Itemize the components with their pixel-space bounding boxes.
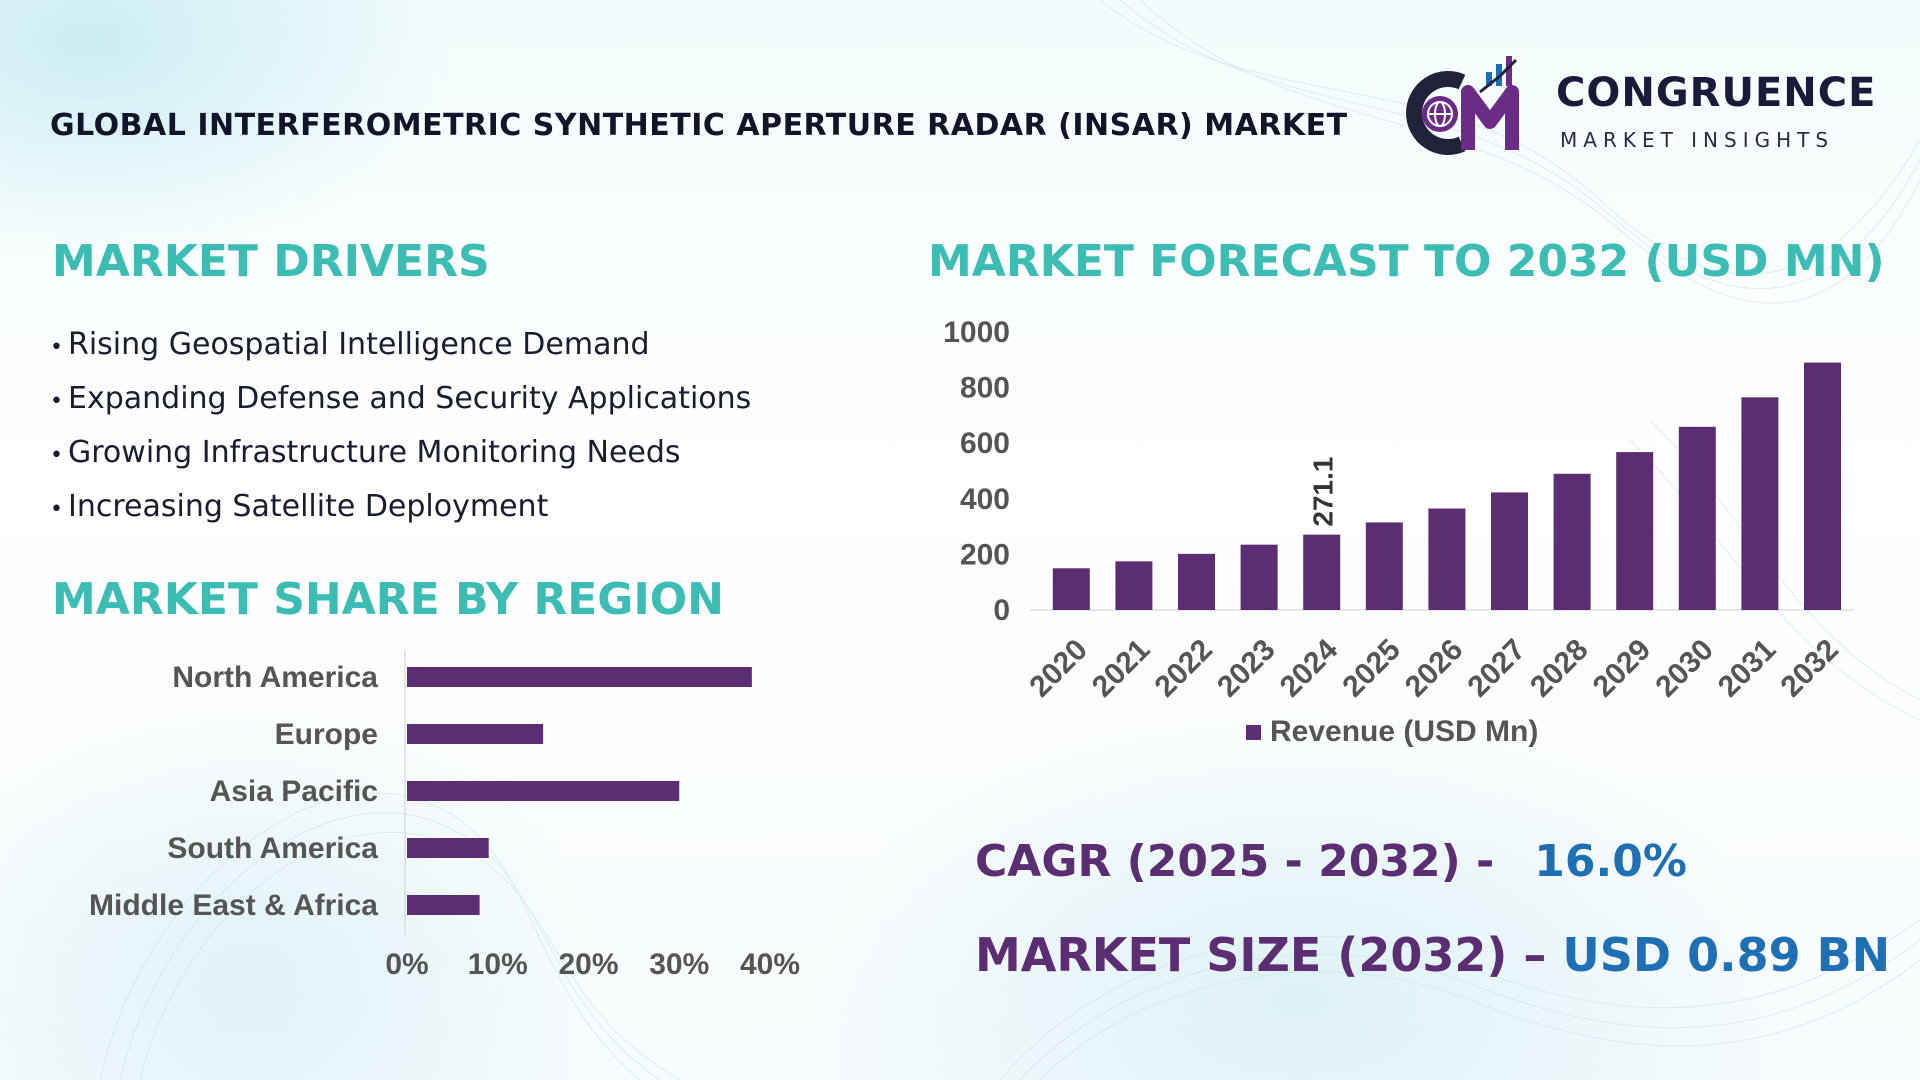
- bar: [1178, 553, 1215, 610]
- bar: [407, 895, 480, 915]
- legend-swatch: [1246, 725, 1261, 740]
- bar: [1365, 522, 1403, 610]
- logo-tagline: MARKET INSIGHTS: [1560, 128, 1835, 152]
- category-label: South America: [167, 832, 378, 865]
- bar: [1240, 544, 1278, 610]
- cagr-label: CAGR (2025 - 2032) -: [975, 836, 1495, 887]
- driver-item: • Growing Infrastructure Monitoring Needs: [50, 430, 751, 484]
- x-tick-label: 2020: [1023, 633, 1094, 704]
- category-label: Asia Pacific: [210, 775, 378, 808]
- bar: [1491, 492, 1528, 610]
- bar: [407, 838, 489, 858]
- x-tick-label: 2029: [1587, 633, 1658, 704]
- bar: [1052, 568, 1090, 610]
- x-tick-label: 2021: [1086, 633, 1157, 704]
- drivers-list: • Rising Geospatial Intelligence Demand •…: [50, 322, 751, 538]
- bar: [407, 667, 752, 687]
- y-tick-label: 400: [960, 483, 1010, 516]
- drivers-heading: MARKET DRIVERS: [52, 236, 490, 287]
- driver-text: Expanding Defense and Security Applicati…: [68, 381, 752, 416]
- driver-text: Rising Geospatial Intelligence Demand: [68, 327, 650, 362]
- driver-item: • Increasing Satellite Deployment: [50, 484, 751, 538]
- x-tick-label: 2031: [1712, 633, 1783, 704]
- market-size-value: USD 0.89 BN: [1562, 928, 1891, 982]
- bar: [1428, 508, 1466, 610]
- logo-name: CONGRUENCE: [1556, 70, 1877, 116]
- bullet: •: [50, 443, 63, 468]
- x-tick-label: 30%: [649, 948, 709, 981]
- cagr-stat: CAGR (2025 - 2032) - 16.0%: [975, 836, 1687, 887]
- x-tick-label: 20%: [558, 948, 618, 981]
- x-tick-label: 2032: [1775, 633, 1846, 704]
- bullet: •: [50, 389, 63, 414]
- x-tick-label: 2027: [1462, 633, 1533, 704]
- bar: [1616, 452, 1654, 610]
- driver-item: • Rising Geospatial Intelligence Demand: [50, 322, 751, 376]
- x-tick-label: 2025: [1336, 633, 1407, 704]
- y-tick-label: 1000: [943, 316, 1010, 349]
- x-tick-label: 2023: [1211, 633, 1282, 704]
- logo-mark-icon: [1406, 56, 1519, 155]
- cagr-value: 16.0%: [1534, 836, 1687, 887]
- data-label: 271.1: [1308, 457, 1339, 527]
- region-share-chart: North America Europe Asia Pacific South Ame…: [0, 640, 860, 1005]
- category-label: Middle East & Africa: [89, 889, 378, 922]
- bullet: •: [50, 335, 63, 360]
- market-size-stat: MARKET SIZE (2032) – USD 0.89 BN: [975, 928, 1890, 982]
- brand-logo: CONGRUENCE MARKET INSIGHTS: [1400, 52, 1875, 162]
- x-tick-label: 2022: [1149, 633, 1220, 704]
- bar: [407, 724, 544, 744]
- bar: [1553, 473, 1591, 610]
- driver-text: Increasing Satellite Deployment: [68, 489, 549, 524]
- y-tick-label: 800: [960, 372, 1010, 405]
- region-heading: MARKET SHARE BY REGION: [52, 574, 724, 625]
- driver-text: Growing Infrastructure Monitoring Needs: [68, 435, 681, 470]
- bar: [1804, 362, 1841, 610]
- bar: [1678, 426, 1716, 610]
- bar: [1115, 561, 1153, 610]
- x-tick-label: 40%: [740, 948, 800, 981]
- x-tick-label: 2030: [1649, 633, 1720, 704]
- forecast-chart: 0 200 400 600 800 1000 2020 2021 2022 2023 2024 271…: [900, 300, 1900, 775]
- bullet: •: [50, 497, 63, 522]
- category-label: Europe: [275, 718, 378, 751]
- x-tick-label: 10%: [468, 948, 528, 981]
- driver-item: • Expanding Defense and Security Applicat…: [50, 376, 751, 430]
- x-tick-label: 2024: [1274, 633, 1345, 704]
- forecast-heading: MARKET FORECAST TO 2032 (USD MN): [928, 236, 1885, 287]
- region-chart-svg: North America Europe Asia Pacific South Ame…: [89, 650, 800, 981]
- x-tick-label: 2026: [1399, 633, 1470, 704]
- market-size-label: MARKET SIZE (2032) –: [975, 928, 1547, 982]
- bar: [1303, 534, 1341, 610]
- x-tick-label: 0%: [385, 948, 428, 981]
- y-tick-label: 600: [960, 427, 1010, 460]
- bar: [1741, 397, 1779, 610]
- page-title: GLOBAL INTERFEROMETRIC SYNTHETIC APERTUR…: [50, 108, 1348, 143]
- category-label: North America: [172, 661, 378, 694]
- legend-label: Revenue (USD Mn): [1270, 715, 1538, 748]
- y-tick-label: 0: [993, 594, 1010, 627]
- bar: [407, 781, 680, 801]
- y-tick-label: 200: [960, 538, 1010, 571]
- x-tick-label: 2028: [1524, 633, 1595, 704]
